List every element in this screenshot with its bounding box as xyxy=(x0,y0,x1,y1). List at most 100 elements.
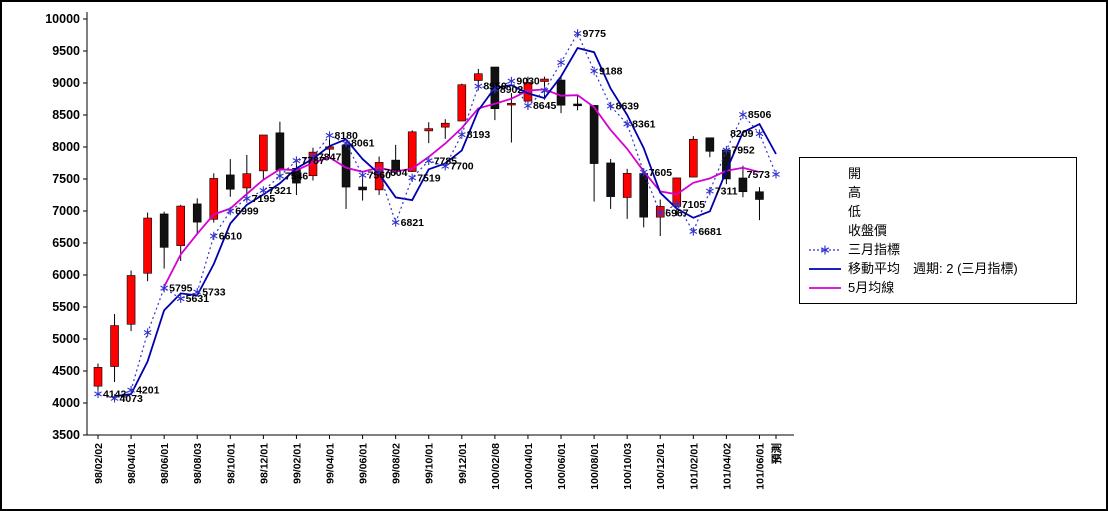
svg-text:98/06/01: 98/06/01 xyxy=(159,443,171,484)
svg-text:7000: 7000 xyxy=(52,204,80,218)
svg-text:9500: 9500 xyxy=(52,44,80,58)
svg-text:98/10/01: 98/10/01 xyxy=(225,443,237,484)
svg-text:8061: 8061 xyxy=(351,138,375,150)
asterisk-marker xyxy=(606,101,615,111)
asterisk-marker xyxy=(242,194,251,203)
candle-body xyxy=(507,102,516,106)
three-month-indicator-markers xyxy=(94,29,780,403)
magenta-line-icon xyxy=(808,282,844,294)
asterisk-marker xyxy=(193,287,202,297)
legend-item-high: 高 xyxy=(808,183,1068,202)
svg-text:7573: 7573 xyxy=(747,169,771,181)
asterisk-marker xyxy=(391,218,400,227)
candle-body xyxy=(93,367,103,387)
asterisk-marker xyxy=(127,385,135,395)
svg-text:9775: 9775 xyxy=(583,28,607,40)
legend-label-low: 低 xyxy=(848,204,862,219)
asterisk-marker xyxy=(491,85,499,94)
svg-text:8639: 8639 xyxy=(616,101,640,113)
candle-body xyxy=(209,178,219,220)
y-axis-labels: 3500 4000 4500 5000 5500 6000 6500 7000 7500 8000… xyxy=(45,12,80,442)
candles xyxy=(93,66,764,393)
asterisk-marker xyxy=(292,156,301,165)
asterisk-marker xyxy=(160,283,169,293)
asterisk-marker xyxy=(755,129,764,138)
candle-body xyxy=(192,203,202,223)
svg-text:9030: 9030 xyxy=(516,76,540,88)
chart-legend: 開 高 低 收盤價 三月指標 移動平均 週期: 2 (三月指標) 5月均線 xyxy=(799,157,1077,304)
x-axis-labels: 98/02/02 98/04/01 98/06/01 98/08/03 98/10/01… xyxy=(93,443,783,490)
svg-text:98/04/01: 98/04/01 xyxy=(126,443,138,484)
svg-text:4073: 4073 xyxy=(120,393,144,405)
svg-text:101/02/01: 101/02/01 xyxy=(688,443,700,490)
candle-body xyxy=(176,205,185,246)
legend-label-five-month-ma: 5月均線 xyxy=(848,280,895,295)
legend-item-low: 低 xyxy=(808,202,1068,221)
svg-text:3500: 3500 xyxy=(52,428,80,442)
candle-body xyxy=(755,191,764,200)
candle-body xyxy=(225,174,235,190)
legend-item-close: 收盤價 xyxy=(808,221,1068,240)
svg-text:5631: 5631 xyxy=(186,293,210,305)
legend-label-open: 開 xyxy=(848,166,862,181)
svg-text:98/12/01: 98/12/01 xyxy=(258,443,270,484)
asterisk-marker xyxy=(325,131,334,140)
svg-text:6967: 6967 xyxy=(665,208,689,220)
svg-text:99/06/01: 99/06/01 xyxy=(358,443,370,484)
asterisk-marker xyxy=(276,171,284,181)
svg-text:100/08/01: 100/08/01 xyxy=(589,443,601,490)
svg-text:8950: 8950 xyxy=(483,81,507,93)
candle-body xyxy=(259,134,268,172)
svg-text:7952: 7952 xyxy=(731,145,755,157)
svg-text:6999: 6999 xyxy=(235,206,259,218)
asterisk-marker xyxy=(259,186,268,195)
svg-text:8506: 8506 xyxy=(748,109,772,121)
candle-body xyxy=(738,177,748,193)
asterisk-marker xyxy=(557,58,565,67)
svg-text:5500: 5500 xyxy=(52,300,80,314)
asterisk-marker xyxy=(672,200,681,209)
svg-text:98/08/03: 98/08/03 xyxy=(192,443,204,484)
candle-body xyxy=(474,73,483,81)
asterisk-marker xyxy=(226,206,235,216)
svg-text:8902: 8902 xyxy=(500,84,524,96)
candle-body xyxy=(126,275,136,325)
asterisk-marker xyxy=(656,208,665,218)
asterisk-marker xyxy=(110,394,119,403)
asterisk-marker xyxy=(309,152,317,161)
svg-text:6500: 6500 xyxy=(52,236,80,250)
svg-text:8209: 8209 xyxy=(730,128,754,140)
candle-body xyxy=(424,128,434,132)
svg-text:預測: 預測 xyxy=(770,443,783,464)
svg-text:6000: 6000 xyxy=(52,268,80,282)
candle-body xyxy=(540,78,549,82)
svg-text:99/12/01: 99/12/01 xyxy=(457,443,469,484)
legend-item-five-month-ma: 5月均線 xyxy=(808,278,1068,297)
asterisk-marker xyxy=(540,86,549,95)
svg-text:7546: 7546 xyxy=(285,171,309,183)
legend-item-open: 開 xyxy=(808,164,1068,183)
legend-item-three-month-indicator: 三月指標 xyxy=(808,240,1068,259)
svg-text:8645: 8645 xyxy=(533,100,557,112)
asterisk-marker xyxy=(722,145,731,155)
svg-text:7105: 7105 xyxy=(682,199,706,211)
asterisk-marker xyxy=(639,168,648,177)
svg-text:4142: 4142 xyxy=(103,388,127,400)
svg-text:99/08/02: 99/08/02 xyxy=(391,443,403,484)
asterisk-marker xyxy=(739,110,747,119)
asterisk-marker xyxy=(573,29,582,38)
asterisk-marker xyxy=(143,328,152,337)
asterisk-marker xyxy=(408,173,417,182)
candle-body xyxy=(159,213,169,248)
asterisk-marker xyxy=(375,168,383,177)
candle-body xyxy=(556,79,566,106)
svg-text:99/10/01: 99/10/01 xyxy=(424,443,436,484)
asterisk-marker xyxy=(209,231,218,241)
candle-body xyxy=(705,137,715,152)
svg-text:5733: 5733 xyxy=(202,287,226,299)
svg-text:100/10/03: 100/10/03 xyxy=(622,443,634,490)
candle-body xyxy=(440,122,450,128)
svg-text:101/04/02: 101/04/02 xyxy=(721,443,733,490)
legend-item-moving-average: 移動平均 週期: 2 (三月指標) xyxy=(808,259,1068,278)
